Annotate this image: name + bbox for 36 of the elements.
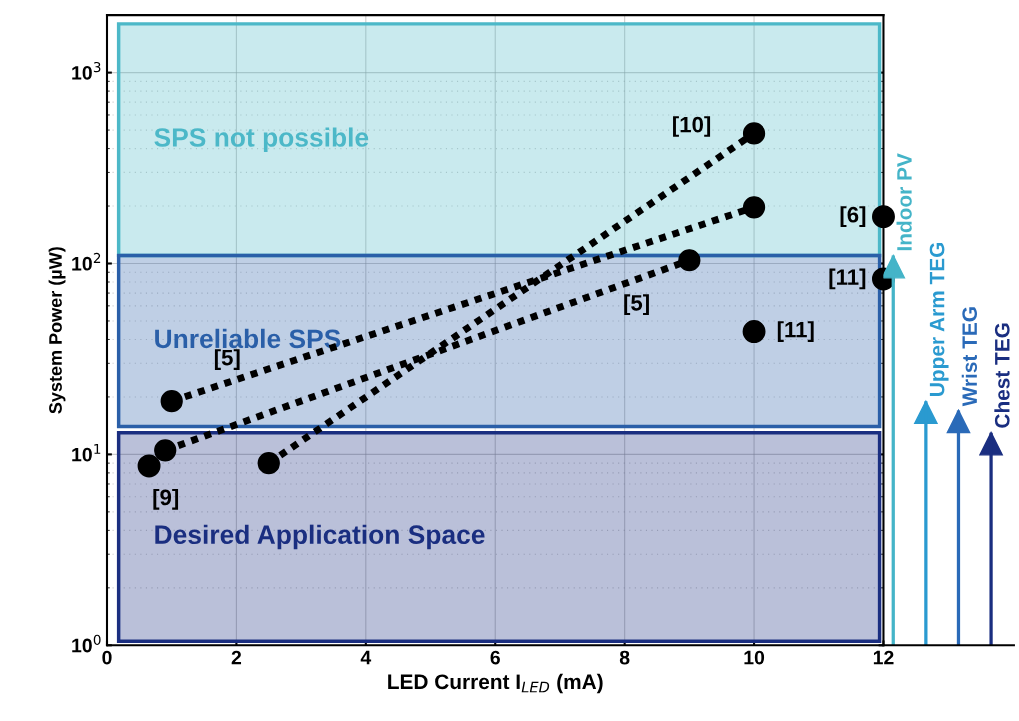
y-tick-label: 10$^{0}$ [72, 634, 101, 653]
x-tick-label: 0 [102, 650, 112, 665]
band-label: SPS not possible [154, 127, 369, 153]
point [678, 249, 701, 272]
annotation: [5] [624, 294, 649, 316]
y-tick-label: 10$^{1}$ [72, 443, 101, 462]
y-tick-label: 10$^{3}$ [72, 61, 101, 80]
y-tick-label: 10$^{2}$ [72, 252, 101, 271]
x-tick-label: Wrist TEG [961, 307, 978, 407]
x-tick-label: 10 [744, 650, 765, 665]
x-tick-label: Chest TEG [994, 323, 1010, 428]
point [742, 122, 766, 145]
x-tick-label: 8 [619, 650, 630, 665]
y-axis-title: System Power (µW) [48, 247, 66, 414]
point [872, 205, 895, 229]
point [137, 454, 161, 478]
x-tick-label: 6 [490, 650, 500, 665]
x-axis-title: LED Current I$_{LED}$ (mA) [388, 673, 603, 694]
point [154, 439, 177, 462]
point [742, 196, 766, 219]
point [160, 390, 183, 413]
annotation: [11] [829, 268, 866, 290]
band-label: Unreliable SPS [155, 328, 341, 349]
band-label: Desired Application Space [155, 524, 485, 550]
point [742, 320, 766, 344]
x-tick-label: 2 [231, 650, 242, 665]
x-tick-label: 4 [360, 650, 372, 665]
x-tick-label: Upper Arm TEG [929, 242, 949, 396]
point [257, 452, 280, 475]
annotation: [9] [153, 488, 179, 510]
annotation: [10] [673, 116, 711, 137]
x-tick-label: 12 [873, 650, 894, 665]
annotation: [5] [214, 349, 240, 370]
annotation: [6] [840, 206, 866, 227]
x-tick-label: Indoor PV [896, 153, 912, 251]
annotation: [11] [777, 321, 814, 342]
